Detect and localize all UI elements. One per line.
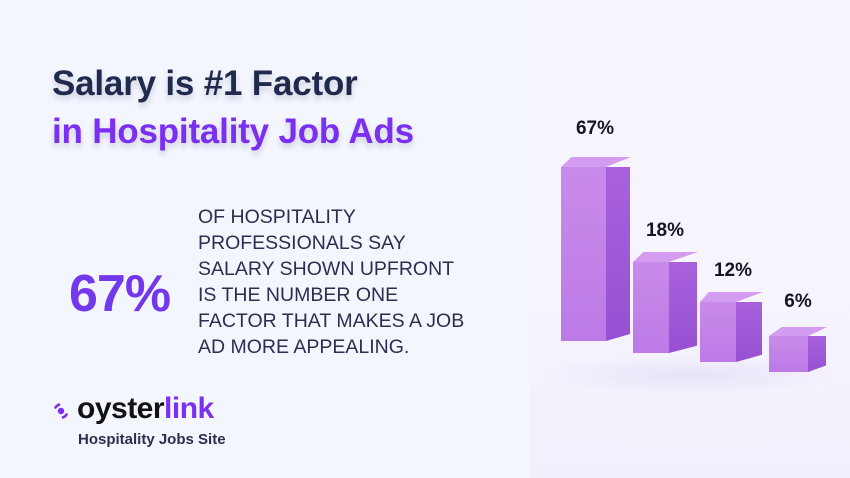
stat-description: OF HOSPITALITY PROFESSIONALS SAY SALARY … bbox=[198, 204, 464, 360]
brand-name-part-2: link bbox=[164, 392, 214, 425]
bar-top-face bbox=[633, 252, 698, 262]
bar-label: 12% bbox=[713, 260, 753, 281]
bar-side-face bbox=[736, 302, 762, 362]
brand-wordmark: oysterlink bbox=[77, 392, 214, 426]
stat-value: 67% bbox=[69, 265, 171, 323]
bar-top-face bbox=[561, 157, 631, 167]
bar-label: 67% bbox=[575, 118, 615, 139]
bar-front-face bbox=[561, 167, 606, 341]
stat-description-line: IS THE NUMBER ONE bbox=[198, 284, 399, 306]
stat-description-line: SALARY SHOWN UPFRONT bbox=[198, 258, 455, 280]
headline-line-2: in Hospitality Job Ads bbox=[52, 112, 414, 151]
bar-6 bbox=[769, 327, 827, 372]
bar-label: 18% bbox=[645, 220, 685, 241]
bar-top-face bbox=[769, 327, 827, 336]
signal-dot-icon bbox=[54, 403, 68, 419]
bar-top-face bbox=[700, 292, 763, 302]
bar-label: 6% bbox=[784, 291, 812, 312]
stat-description-line: FACTOR THAT MAKES A JOB bbox=[198, 310, 465, 332]
brand-tagline: Hospitality Jobs Site bbox=[78, 431, 226, 448]
stat-description-line: PROFESSIONALS SAY bbox=[198, 232, 406, 254]
bar-front-face bbox=[633, 262, 669, 353]
headline: Salary is #1 Factor in Hospitality Job A… bbox=[52, 60, 414, 156]
headline-line-1: Salary is #1 Factor bbox=[52, 64, 358, 103]
brand-name-part-1: oyster bbox=[77, 392, 165, 425]
bar-side-face bbox=[669, 262, 697, 353]
bar-side-face bbox=[606, 167, 630, 341]
bar-12 bbox=[700, 292, 763, 362]
stat-description-line: OF HOSPITALITY bbox=[198, 206, 356, 228]
bar-front-face bbox=[769, 336, 808, 372]
bar-side-face bbox=[808, 336, 826, 372]
bar-front-face bbox=[700, 302, 736, 362]
bar-18 bbox=[633, 252, 698, 353]
bar-67 bbox=[561, 157, 631, 341]
stat-description-line: AD MORE APPEALING. bbox=[198, 336, 410, 358]
